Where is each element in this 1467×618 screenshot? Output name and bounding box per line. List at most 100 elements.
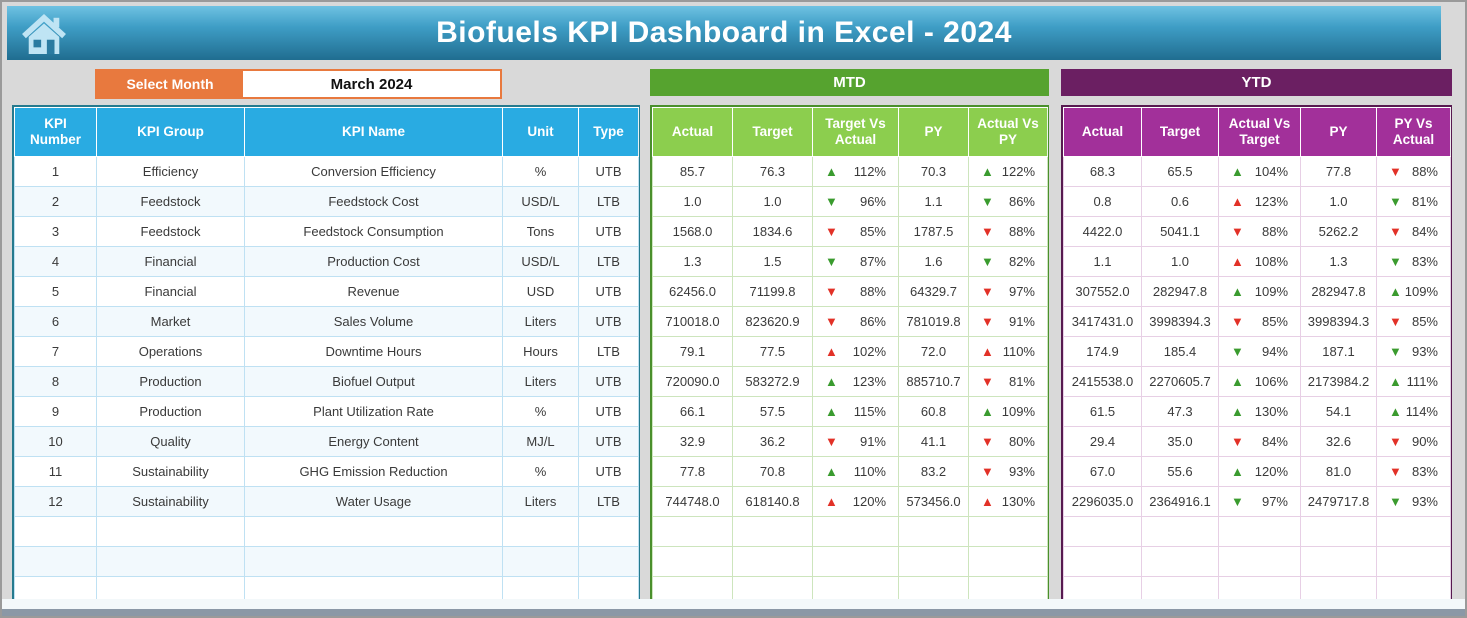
table-row: 32.9 36.2 ▼ 91% 41.1 ▼ 80% (652, 426, 1048, 457)
kpi-number-cell: 2 (14, 186, 97, 217)
empty-cell (1218, 546, 1301, 577)
trend-value: 106% (1254, 374, 1288, 389)
kpi-unit-cell: USD/L (502, 246, 579, 277)
kpi-unit-cell: USD (502, 276, 579, 307)
table-row: 62456.0 71199.8 ▼ 88% 64329.7 ▼ 97% (652, 276, 1048, 307)
trend-value: 81% (1008, 374, 1035, 389)
mtd-target-vs-actual-cell: ▼ 87% (812, 246, 899, 277)
trend-up-icon: ▲ (1231, 284, 1244, 299)
mtd-actual-vs-py-cell: ▼ 91% (968, 306, 1048, 337)
kpi-number-cell: 1 (14, 156, 97, 187)
empty-cell (502, 516, 579, 547)
trend-value: 88% (859, 284, 886, 299)
col-header-ytd-actual-vs-target: Actual Vs Target (1218, 107, 1301, 157)
trend-value: 123% (852, 374, 886, 389)
trend-down-icon: ▼ (1231, 224, 1244, 239)
trend-up-icon: ▲ (1231, 254, 1244, 269)
kpi-name-cell: GHG Emission Reduction (244, 456, 503, 487)
home-button[interactable] (21, 13, 67, 55)
table-row: 4 Financial Production Cost USD/L LTB (14, 246, 639, 277)
ytd-actual-cell: 2415538.0 (1063, 366, 1142, 397)
home-icon (22, 13, 66, 55)
ytd-py-cell: 3998394.3 (1300, 306, 1377, 337)
kpi-type-cell: UTB (578, 156, 639, 187)
kpi-group-cell: Production (96, 396, 245, 427)
ytd-actual-cell: 307552.0 (1063, 276, 1142, 307)
trend-value: 123% (1254, 194, 1288, 209)
mtd-target-cell: 70.8 (732, 456, 813, 487)
trend-down-icon: ▼ (1389, 344, 1402, 359)
kpi-type-cell: UTB (578, 366, 639, 397)
empty-cell (1300, 516, 1377, 547)
table-row: 3417431.0 3998394.3 ▼ 85% 3998394.3 ▼ 85% (1063, 306, 1451, 337)
mtd-actual-vs-py-cell: ▼ 97% (968, 276, 1048, 307)
ytd-py-vs-actual-cell: ▼ 88% (1376, 156, 1451, 187)
kpi-number-cell: 3 (14, 216, 97, 247)
mtd-actual-cell: 66.1 (652, 396, 733, 427)
mtd-actual-cell: 32.9 (652, 426, 733, 457)
mtd-target-cell: 1.0 (732, 186, 813, 217)
empty-cell (578, 546, 639, 577)
trend-down-icon: ▼ (1389, 254, 1402, 269)
kpi-group-cell: Market (96, 306, 245, 337)
trend-value: 112% (853, 164, 886, 179)
ytd-py-cell: 32.6 (1300, 426, 1377, 457)
trend-up-icon: ▲ (825, 344, 838, 359)
empty-cell (244, 516, 503, 547)
month-selector-label: Select Month (97, 71, 243, 97)
trend-up-icon: ▲ (981, 164, 994, 179)
trend-value: 85% (1261, 314, 1288, 329)
trend-down-icon: ▼ (825, 194, 838, 209)
ytd-actual-vs-target-cell: ▼ 97% (1218, 486, 1301, 517)
kpi-type-cell: LTB (578, 186, 639, 217)
empty-cell (898, 546, 969, 577)
trend-up-icon: ▲ (981, 404, 994, 419)
table-row: 4422.0 5041.1 ▼ 88% 5262.2 ▼ 84% (1063, 216, 1451, 247)
table-row: 29.4 35.0 ▼ 84% 32.6 ▼ 90% (1063, 426, 1451, 457)
kpi-type-cell: UTB (578, 306, 639, 337)
empty-cell (1063, 516, 1142, 547)
trend-value: 114% (1405, 404, 1438, 419)
month-selector-value[interactable]: March 2024 (243, 71, 500, 97)
ytd-actual-vs-target-cell: ▼ 85% (1218, 306, 1301, 337)
mtd-py-cell: 1.1 (898, 186, 969, 217)
ytd-actual-vs-target-cell: ▲ 130% (1218, 396, 1301, 427)
mtd-actual-cell: 79.1 (652, 336, 733, 367)
kpi-number-cell: 4 (14, 246, 97, 277)
bottom-light-strip (2, 599, 1465, 609)
mtd-target-cell: 1834.6 (732, 216, 813, 247)
trend-down-icon: ▼ (981, 254, 994, 269)
col-header-ytd-actual: Actual (1063, 107, 1142, 157)
table-row: 85.7 76.3 ▲ 112% 70.3 ▲ 122% (652, 156, 1048, 187)
kpi-name-cell: Feedstock Consumption (244, 216, 503, 247)
mtd-actual-vs-py-cell: ▼ 81% (968, 366, 1048, 397)
trend-value: 97% (1261, 494, 1288, 509)
empty-cell (14, 546, 97, 577)
ytd-py-cell: 1.3 (1300, 246, 1377, 277)
trend-value: 130% (1001, 494, 1035, 509)
kpi-name-cell: Conversion Efficiency (244, 156, 503, 187)
trend-value: 88% (1411, 164, 1438, 179)
ytd-actual-vs-target-cell: ▲ 106% (1218, 366, 1301, 397)
trend-value: 83% (1411, 464, 1438, 479)
trend-value: 96% (859, 194, 886, 209)
mtd-actual-cell: 85.7 (652, 156, 733, 187)
table-row: 67.0 55.6 ▲ 120% 81.0 ▼ 83% (1063, 456, 1451, 487)
ytd-target-cell: 55.6 (1141, 456, 1219, 487)
ytd-actual-vs-target-cell: ▲ 104% (1218, 156, 1301, 187)
ytd-py-vs-actual-cell: ▼ 81% (1376, 186, 1451, 217)
mtd-actual-vs-py-cell: ▼ 88% (968, 216, 1048, 247)
ytd-actual-vs-target-cell: ▲ 109% (1218, 276, 1301, 307)
empty-cell (1376, 546, 1451, 577)
ytd-target-cell: 2270605.7 (1141, 366, 1219, 397)
trend-up-icon: ▲ (1231, 194, 1244, 209)
header-banner: Biofuels KPI Dashboard in Excel - 2024 (7, 6, 1441, 60)
ytd-actual-cell: 2296035.0 (1063, 486, 1142, 517)
ytd-py-vs-actual-cell: ▼ 85% (1376, 306, 1451, 337)
table-row: 0.8 0.6 ▲ 123% 1.0 ▼ 81% (1063, 186, 1451, 217)
ytd-py-cell: 2479717.8 (1300, 486, 1377, 517)
kpi-number-cell: 9 (14, 396, 97, 427)
kpi-unit-cell: Liters (502, 486, 579, 517)
ytd-section-header: YTD (1061, 69, 1452, 96)
kpi-number-cell: 6 (14, 306, 97, 337)
